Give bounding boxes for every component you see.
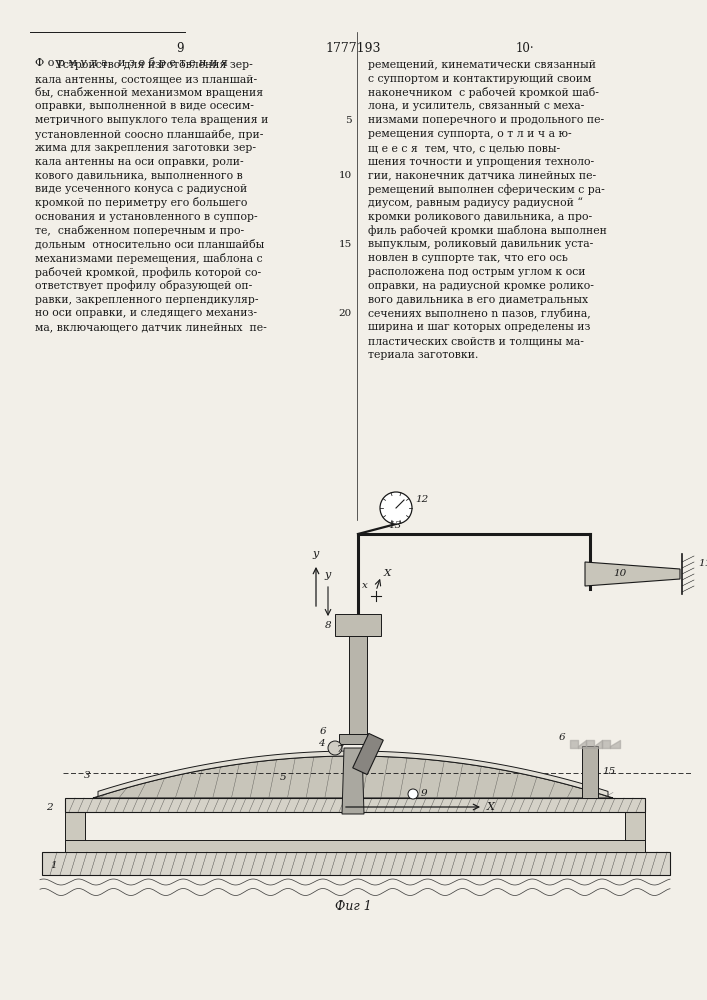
Text: наконечником  с рабочей кромкой шаб-: наконечником с рабочей кромкой шаб- — [368, 87, 599, 98]
Text: 9: 9 — [176, 41, 184, 54]
Text: X: X — [384, 570, 392, 578]
Text: те,  снабженном поперечным и про-: те, снабженном поперечным и про- — [35, 225, 244, 236]
Text: 2: 2 — [47, 802, 53, 812]
Text: 6: 6 — [559, 734, 565, 742]
Text: лона, и усилитель, связанный с меха-: лона, и усилитель, связанный с меха- — [368, 101, 584, 111]
Text: 12: 12 — [415, 495, 428, 504]
Text: ма, включающего датчик линейных  пе-: ма, включающего датчик линейных пе- — [35, 322, 267, 332]
Text: кового давильника, выполненного в: кового давильника, выполненного в — [35, 170, 243, 180]
Text: филь рабочей кромки шаблона выполнен: филь рабочей кромки шаблона выполнен — [368, 225, 607, 236]
Text: бы, снабженной механизмом вращения: бы, снабженной механизмом вращения — [35, 87, 263, 98]
Bar — [65, 840, 645, 852]
Text: метричного выпуклого тела вращения и: метричного выпуклого тела вращения и — [35, 115, 269, 125]
Text: расположена под острым углом к оси: расположена под острым углом к оси — [368, 267, 585, 277]
Text: Устройство для изготовления зер-: Устройство для изготовления зер- — [55, 60, 252, 70]
Polygon shape — [93, 756, 613, 798]
Circle shape — [328, 741, 342, 755]
Bar — [65, 798, 645, 812]
Text: с суппортом и контактирующий своим: с суппортом и контактирующий своим — [368, 74, 591, 84]
Text: сечениях выполнено n пазов, глубина,: сечениях выполнено n пазов, глубина, — [368, 308, 591, 319]
Text: ремещения суппорта, о т л и ч а ю-: ремещения суппорта, о т л и ч а ю- — [368, 129, 572, 139]
Text: ремещений выполнен сферическим с ра-: ремещений выполнен сферическим с ра- — [368, 184, 604, 195]
Bar — [339, 734, 367, 744]
Text: 8: 8 — [325, 620, 331, 630]
Text: но оси оправки, и следящего механиз-: но оси оправки, и следящего механиз- — [35, 308, 257, 318]
Text: 11: 11 — [698, 560, 707, 568]
Text: установленной соосно планшайбе, при-: установленной соосно планшайбе, при- — [35, 128, 264, 139]
Text: щ е е с я  тем, что, с целью повы-: щ е е с я тем, что, с целью повы- — [368, 143, 560, 153]
Text: 9: 9 — [421, 790, 428, 798]
Text: оправки, выполненной в виде осесим-: оправки, выполненной в виде осесим- — [35, 101, 254, 111]
Text: Ф о р м у л а   и з о б р е т е н и я: Ф о р м у л а и з о б р е т е н и я — [35, 56, 228, 68]
Text: кала антенны на оси оправки, роли-: кала антенны на оси оправки, роли- — [35, 157, 244, 167]
Text: 10: 10 — [614, 570, 626, 578]
Polygon shape — [342, 748, 364, 814]
Text: 7: 7 — [337, 744, 343, 754]
Text: выпуклым, роликовый давильник уста-: выпуклым, роликовый давильник уста- — [368, 239, 593, 249]
Polygon shape — [585, 562, 680, 586]
Bar — [42, 852, 670, 875]
Bar — [349, 636, 367, 734]
Bar — [582, 746, 598, 798]
Text: 20: 20 — [339, 309, 352, 318]
Text: y: y — [325, 570, 331, 580]
Text: оправки, на радиусной кромке ролико-: оправки, на радиусной кромке ролико- — [368, 281, 594, 291]
Text: пластических свойств и толщины ма-: пластических свойств и толщины ма- — [368, 336, 584, 346]
Text: дольным  относительно оси планшайбы: дольным относительно оси планшайбы — [35, 239, 264, 250]
Circle shape — [380, 492, 412, 524]
Text: рабочей кромкой, профиль которой со-: рабочей кромкой, профиль которой со- — [35, 266, 261, 277]
Text: 4: 4 — [318, 738, 325, 748]
Text: ответствует профилу образующей оп-: ответствует профилу образующей оп- — [35, 280, 252, 291]
Text: 5: 5 — [280, 774, 286, 782]
Text: 15: 15 — [602, 768, 615, 776]
Text: диусом, равным радиусу радиусной “: диусом, равным радиусу радиусной “ — [368, 198, 583, 208]
Text: 1777193: 1777193 — [325, 41, 381, 54]
Text: 15: 15 — [339, 240, 352, 249]
Text: 3: 3 — [84, 772, 91, 780]
Text: вого давильника в его диаметральных: вого давильника в его диаметральных — [368, 295, 588, 305]
Text: X: X — [487, 802, 495, 812]
Text: ширина и шаг которых определены из: ширина и шаг которых определены из — [368, 322, 590, 332]
Text: равки, закрепленного перпендикуляр-: равки, закрепленного перпендикуляр- — [35, 295, 259, 305]
Text: 6: 6 — [320, 728, 327, 736]
Text: x: x — [362, 582, 368, 590]
Text: 10·: 10· — [515, 41, 534, 54]
Text: шения точности и упрощения техноло-: шения точности и упрощения техноло- — [368, 157, 594, 167]
Circle shape — [408, 789, 418, 799]
Text: кала антенны, состоящее из планшай-: кала антенны, состоящее из планшай- — [35, 74, 257, 84]
Text: 10: 10 — [339, 171, 352, 180]
Bar — [625, 812, 645, 852]
Text: гии, наконечник датчика линейных пе-: гии, наконечник датчика линейных пе- — [368, 170, 596, 180]
Text: 13: 13 — [388, 522, 402, 530]
Polygon shape — [353, 733, 383, 775]
Text: новлен в суппорте так, что его ось: новлен в суппорте так, что его ось — [368, 253, 568, 263]
Text: жима для закрепления заготовки зер-: жима для закрепления заготовки зер- — [35, 143, 256, 153]
Text: механизмами перемещения, шаблона с: механизмами перемещения, шаблона с — [35, 253, 262, 264]
Polygon shape — [98, 751, 608, 796]
Text: Фиг 1: Фиг 1 — [334, 900, 371, 914]
Text: низмами поперечного и продольного пе-: низмами поперечного и продольного пе- — [368, 115, 604, 125]
Text: ремещений, кинематически связанный: ремещений, кинематически связанный — [368, 60, 596, 70]
Text: кромкой по периметру его большего: кромкой по периметру его большего — [35, 198, 247, 209]
Text: 1: 1 — [50, 861, 57, 870]
Bar — [65, 812, 85, 852]
Text: териала заготовки.: териала заготовки. — [368, 350, 479, 360]
Text: 5: 5 — [346, 116, 352, 125]
Text: y: y — [313, 549, 319, 559]
Text: кромки роликового давильника, а про-: кромки роликового давильника, а про- — [368, 212, 592, 222]
Text: основания и установленного в суппор-: основания и установленного в суппор- — [35, 212, 257, 222]
Bar — [335, 614, 381, 636]
Text: виде усеченного конуса с радиусной: виде усеченного конуса с радиусной — [35, 184, 247, 194]
